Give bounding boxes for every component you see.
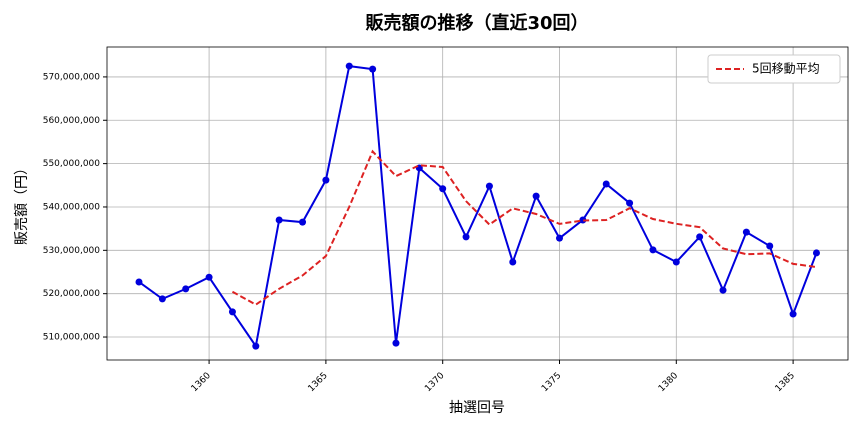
point <box>812 249 820 257</box>
point <box>766 242 774 250</box>
point <box>579 216 587 224</box>
y-tick-label: 540,000,000 <box>43 202 101 212</box>
point <box>322 176 330 184</box>
point <box>532 192 540 200</box>
point <box>182 285 190 293</box>
plot-frame <box>106 46 849 361</box>
point <box>299 218 307 226</box>
point <box>672 258 680 266</box>
point <box>275 216 283 224</box>
point <box>205 273 213 281</box>
legend-box <box>707 54 841 84</box>
y-tick-label: 550,000,000 <box>43 159 101 169</box>
point <box>228 308 236 316</box>
y-tick-label: 520,000,000 <box>43 289 101 299</box>
point <box>462 233 470 241</box>
point <box>485 182 493 190</box>
legend-label: 5回移動平均 <box>752 62 820 76</box>
x-tick-label: 1385 <box>774 371 797 394</box>
x-tick-label: 1365 <box>307 371 330 394</box>
point <box>158 295 166 303</box>
x-tick-label: 1370 <box>423 371 446 394</box>
point <box>649 246 657 254</box>
point <box>135 278 143 286</box>
x-tick-label: 1360 <box>190 371 213 394</box>
y-tick-label: 560,000,000 <box>43 116 101 126</box>
point <box>392 339 400 347</box>
y-tick-label: 510,000,000 <box>43 333 101 343</box>
point <box>555 234 563 242</box>
series-line <box>231 149 817 306</box>
point <box>789 310 797 318</box>
point <box>602 180 610 188</box>
series-line <box>138 64 818 349</box>
point <box>369 65 377 73</box>
point <box>742 228 750 236</box>
y-axis-label: 販売額（円） <box>14 161 30 245</box>
point <box>696 233 704 241</box>
point <box>252 342 260 350</box>
point <box>719 286 727 294</box>
point <box>345 62 353 70</box>
point <box>626 199 634 207</box>
point <box>439 185 447 193</box>
chart-title: 販売額の推移（直近30回） <box>365 12 588 34</box>
x-axis-label: 抽選回号 <box>449 400 505 416</box>
point <box>509 258 517 266</box>
x-tick-label: 1375 <box>540 371 563 394</box>
y-tick-label: 530,000,000 <box>43 246 101 256</box>
x-tick-label: 1380 <box>657 371 680 394</box>
y-tick-label: 570,000,000 <box>43 72 101 82</box>
